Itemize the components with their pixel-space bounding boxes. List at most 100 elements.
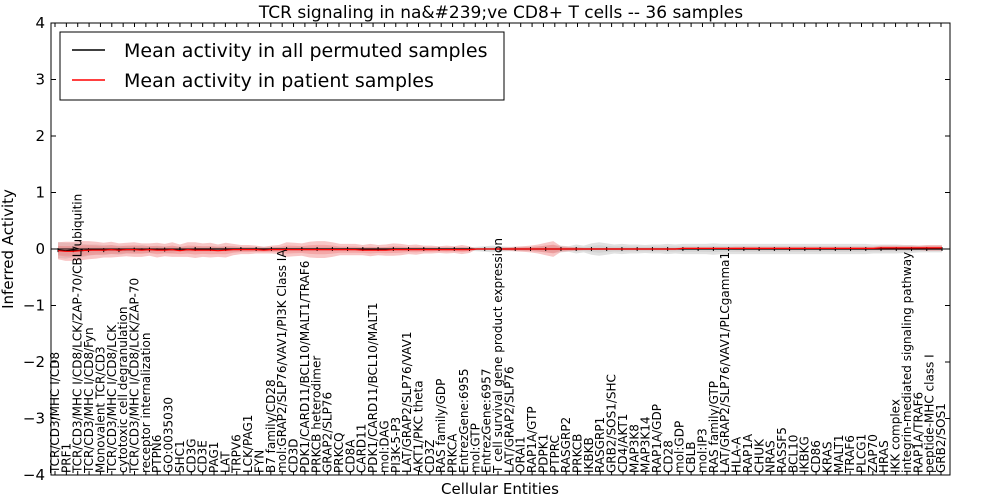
entity-label: RAP1A — [741, 433, 755, 473]
legend: Mean activity in all permuted samples Me… — [59, 31, 505, 101]
entity-label: SHC1 — [173, 440, 187, 473]
entity-label: PTPN6 — [150, 435, 164, 473]
entity-label: PI3K-5-P3 — [389, 417, 403, 473]
entity-label: TCR/CD3/MHC I/CD8/Fyn — [82, 327, 96, 474]
entity-label: RASGRP2 — [559, 417, 573, 473]
y-tick-label: −1 — [23, 297, 45, 315]
entity-label: CD3E — [196, 440, 210, 473]
entity-label: receptor internalization — [139, 333, 153, 473]
entity-label: ORAI1 — [514, 436, 528, 473]
entity-label: IKBKG — [798, 436, 812, 473]
entity-label: TRAF6 — [843, 435, 857, 474]
legend-label-patient: Mean activity in patient samples — [124, 70, 434, 92]
entity-label: TCR/CD3/MHC I/CD8/LCK/ZAP-70/CBL/ubiquit… — [71, 194, 85, 474]
entity-label: IKBKB — [582, 437, 596, 473]
entity-label: RASGRP1 — [593, 417, 607, 473]
entity-label: CD4/AKT1 — [616, 414, 630, 473]
y-ticks-layer: −4 −3 −2 −1 0 1 2 3 4 — [23, 14, 950, 484]
entity-label: RASSF5 — [775, 427, 789, 473]
entity-label: PRKCB heterodimer — [309, 356, 323, 473]
entity-label: TCR/CD3/MHC I/CD8 — [48, 352, 62, 474]
entity-label: CD8A — [343, 439, 357, 473]
entity-label: GO:0035030 — [162, 397, 176, 473]
entity-label: PRKCQ — [332, 432, 346, 473]
entity-label: MAP3K14 — [639, 416, 653, 473]
entity-label: Monovalent TCR/CD3 — [93, 346, 107, 473]
entity-label: PRKCB — [571, 434, 585, 473]
entity-label: LAT/GRAP2/SLP76 — [502, 366, 516, 473]
entity-label: integrin-mediated signaling pathway — [900, 252, 914, 473]
entity-label: EntrezGene:6955 — [457, 369, 471, 474]
chart-title: TCR signaling in na&#239;ve CD8+ T cells… — [258, 3, 743, 23]
legend-label-permuted: Mean activity in all permuted samples — [124, 40, 487, 62]
entity-label: CBLB — [684, 441, 698, 473]
entity-label: T cell survival gene product expression — [491, 238, 505, 474]
entity-label: CARD11 — [355, 424, 369, 473]
entity-label: KRAS — [820, 441, 834, 473]
entity-label: GRB2/SOS1 — [934, 403, 948, 473]
entity-label: B7 family/CD28 — [264, 379, 278, 473]
x-ticks-layer — [54, 23, 942, 475]
entity-label: TRPV6 — [230, 434, 244, 474]
entity-label: LAT/GRAP2/SLP76/VAV1 — [400, 332, 414, 473]
entity-label: HRAS — [877, 440, 891, 473]
entity-label: CD86 — [809, 440, 823, 473]
entity-label: RAS family/GDP — [434, 379, 448, 473]
entity-label: CD3Z — [423, 440, 437, 473]
y-tick-label: −3 — [23, 410, 45, 428]
entity-label: LAT/GRAP2/SLP76/VAV1/PLCgamma1 — [718, 252, 732, 473]
entity-label: RAP1A/GDP — [650, 404, 664, 473]
y-tick-label: 3 — [35, 71, 45, 89]
entity-label: PDK1/CARD11/BCL10/MALT1/TRAF6 — [298, 261, 312, 473]
entity-label: GRAP2/SLP76 — [321, 392, 335, 473]
y-tick-label: 4 — [35, 14, 45, 32]
entity-label: TCR/CD3/MHC I/CD8/LCK — [105, 324, 119, 474]
entity-label: RAP1A/TRAF6 — [911, 392, 925, 473]
entity-label: TCR/CD3/MHC I/CD8/LCK/ZAP-70 — [128, 278, 142, 474]
entity-label: IKK complex — [889, 399, 903, 473]
entity-label: LAT — [218, 451, 232, 473]
patient-band-outer — [58, 241, 942, 261]
y-tick-label: 0 — [35, 240, 45, 258]
entity-label: NRAS — [764, 440, 778, 473]
patient-band-inner — [58, 244, 942, 257]
y-tick-label: 2 — [35, 127, 45, 145]
entity-label: AKT1/PKC theta — [412, 380, 426, 473]
entity-label: ZAP70 — [866, 434, 880, 473]
entity-label: PTPRC — [548, 435, 562, 473]
entity-label: mol:GTP — [468, 423, 482, 473]
entity-label: mol:DAG — [377, 420, 391, 473]
legend-box — [59, 31, 505, 101]
y-tick-label: −4 — [23, 466, 45, 484]
y-axis-title: Inferred Activity — [0, 189, 17, 309]
entity-label: cytotoxic cell degranulation — [116, 306, 130, 473]
entity-label: BCL10 — [786, 435, 800, 473]
entity-label: PDK1/CARD11/BCL10/MALT1 — [366, 303, 380, 473]
entity-label: CD3G — [184, 438, 198, 473]
entity-label: CD3D — [287, 439, 301, 474]
entity-label: MALT1 — [832, 434, 846, 473]
y-tick-label: −2 — [23, 353, 45, 371]
patient-series-line — [57, 247, 942, 252]
entity-label: PRF1 — [59, 443, 73, 473]
entity-label: EntrezGene:6957 — [480, 369, 494, 474]
entity-label: PDPK1 — [536, 434, 550, 473]
entity-label: PRKCA — [446, 433, 460, 473]
entity-label: PAG1 — [207, 442, 221, 473]
entity-label: RAP1A/GTP — [525, 406, 539, 473]
entity-label: CHUK — [752, 438, 766, 473]
entity-label: mol:GDP — [673, 421, 687, 473]
y-tick-label: 1 — [35, 184, 45, 202]
entity-label: mol:IP3 — [696, 428, 710, 473]
entity-label: RAS family/GTP — [707, 381, 721, 473]
entity-label: MAP3K8 — [627, 424, 641, 473]
entity-label: peptide-MHC class I — [923, 354, 937, 473]
entity-label: GRB2/SOS1/SHC — [605, 374, 619, 473]
entity-label: LCK/PAG1 — [241, 415, 255, 473]
entity-label: mol:GRAP2/SLP76/VAV1/PI3K Class IA — [275, 249, 289, 473]
x-axis-title: Cellular Entities — [441, 480, 559, 498]
entity-label: PLCG1 — [855, 434, 869, 473]
entity-label: HLA-A — [730, 436, 744, 473]
